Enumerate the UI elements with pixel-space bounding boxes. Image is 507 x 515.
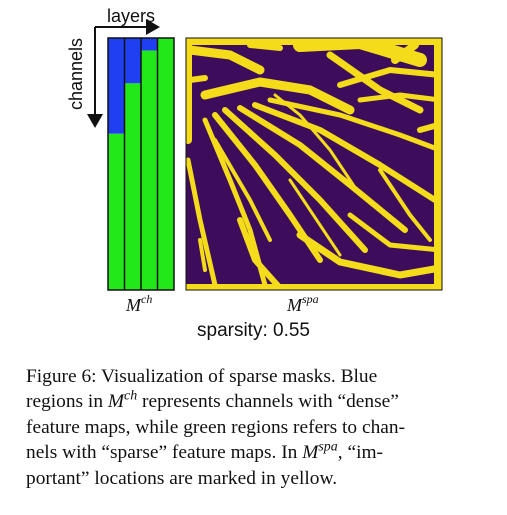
caption-line: portant” locations are marked in yellow. xyxy=(26,466,496,491)
channel-mask-label: Mch xyxy=(125,292,152,315)
caption-line: feature maps, while green regions refers… xyxy=(26,415,496,440)
sparse-channel-region xyxy=(141,50,158,290)
caption-text: portant” locations are marked in yellow. xyxy=(26,467,338,489)
sparsity-value: sparsity: 0.55 xyxy=(197,320,310,341)
channel-mask-frame xyxy=(107,37,175,291)
dense-channel-region xyxy=(108,38,125,134)
dense-channel-region xyxy=(124,38,141,84)
sparse-channel-region xyxy=(108,133,125,290)
caption-text: regions in xyxy=(26,391,108,413)
channels-axis-label: channels xyxy=(66,38,86,110)
caption-line: Figure 6: Visualization of sparse masks.… xyxy=(26,364,496,389)
spatial-mask-label: Mspa xyxy=(286,292,319,315)
caption-text: represents channels with “dense” xyxy=(137,391,399,413)
caption-line: regions in Mch represents channels with … xyxy=(26,389,496,414)
figure-caption: Figure 6: Visualization of sparse masks.… xyxy=(26,364,496,491)
caption-math-superscript: spa xyxy=(318,439,338,455)
spatial-mask xyxy=(186,38,442,290)
dense-channel-region xyxy=(141,38,158,51)
layers-axis-label: layers xyxy=(107,6,155,26)
caption-math-symbol: Mspa xyxy=(302,439,338,464)
sparse-channel-region xyxy=(124,83,141,290)
channel-mask xyxy=(108,38,174,290)
sparse-channel-region xyxy=(157,38,174,290)
caption-line: nels with “sparse” feature maps. In Mspa… xyxy=(26,440,496,465)
caption-text: feature maps, while green regions refers… xyxy=(26,416,406,438)
spatial-mask-frame xyxy=(185,37,443,291)
caption-text: nels with “sparse” feature maps. In xyxy=(26,442,303,464)
caption-math-superscript: ch xyxy=(124,388,138,404)
caption-text: , “im- xyxy=(337,442,383,464)
caption-text: Figure 6: Visualization of sparse masks.… xyxy=(26,366,378,387)
caption-math-symbol: Mch xyxy=(107,388,138,413)
figure-graphic: layers channels xyxy=(66,6,443,341)
